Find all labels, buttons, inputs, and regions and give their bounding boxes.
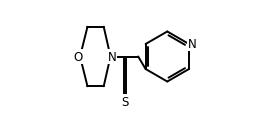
Text: S: S	[121, 95, 129, 108]
Text: N: N	[108, 51, 117, 63]
Text: N: N	[188, 38, 196, 51]
Text: O: O	[73, 51, 82, 63]
